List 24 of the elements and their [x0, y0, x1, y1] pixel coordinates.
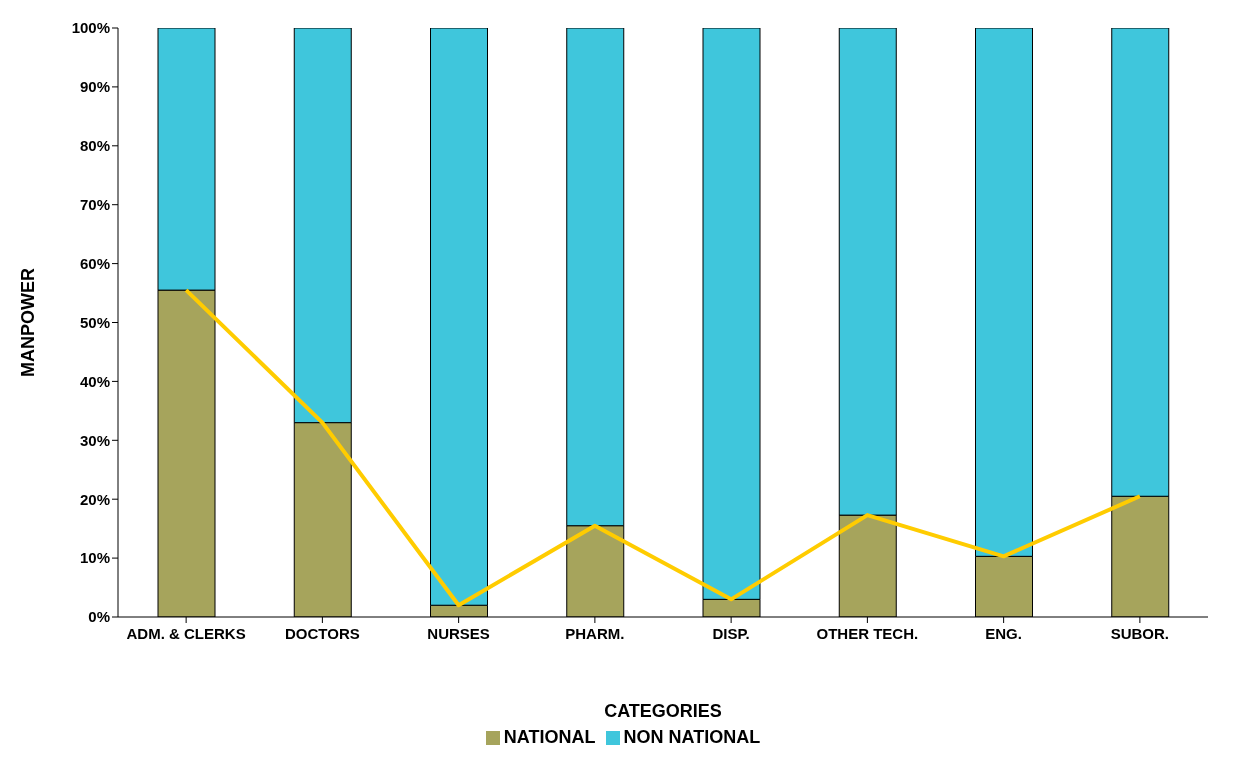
x-tick-label: DISP. [712, 625, 750, 642]
y-tick-label: 30% [79, 431, 110, 449]
x-tick-label: ENG. [985, 625, 1022, 642]
y-tick-label: 100% [71, 19, 110, 37]
y-tick-label: 60% [79, 254, 110, 272]
y-tick-label: 40% [79, 372, 110, 390]
y-axis-title: MANPOWER [18, 268, 39, 377]
y-tick-label: 70% [79, 196, 110, 214]
x-axis-title: CATEGORIES [604, 701, 722, 721]
x-tick-label: NURSES [427, 625, 490, 642]
line-series [184, 288, 1142, 608]
y-tick-label: 50% [79, 313, 110, 331]
x-tick-label: SUBOR. [1110, 625, 1170, 642]
y-tick-label: 80% [79, 137, 110, 155]
legend-label: NON NATIONAL [623, 727, 761, 747]
x-tick-label: ADM. & CLERKS [126, 625, 246, 642]
x-tick-label: PHARM. [565, 625, 625, 642]
x-tick-label: OTHER TECH. [816, 625, 919, 642]
y-tick-label: 0% [88, 608, 110, 626]
y-tick-label: 20% [79, 490, 110, 508]
y-tick-label: 90% [79, 78, 110, 96]
x-tick-label: DOCTORS [285, 625, 360, 642]
y-tick-label: 10% [79, 549, 110, 567]
legend-label: NATIONAL [503, 727, 596, 747]
